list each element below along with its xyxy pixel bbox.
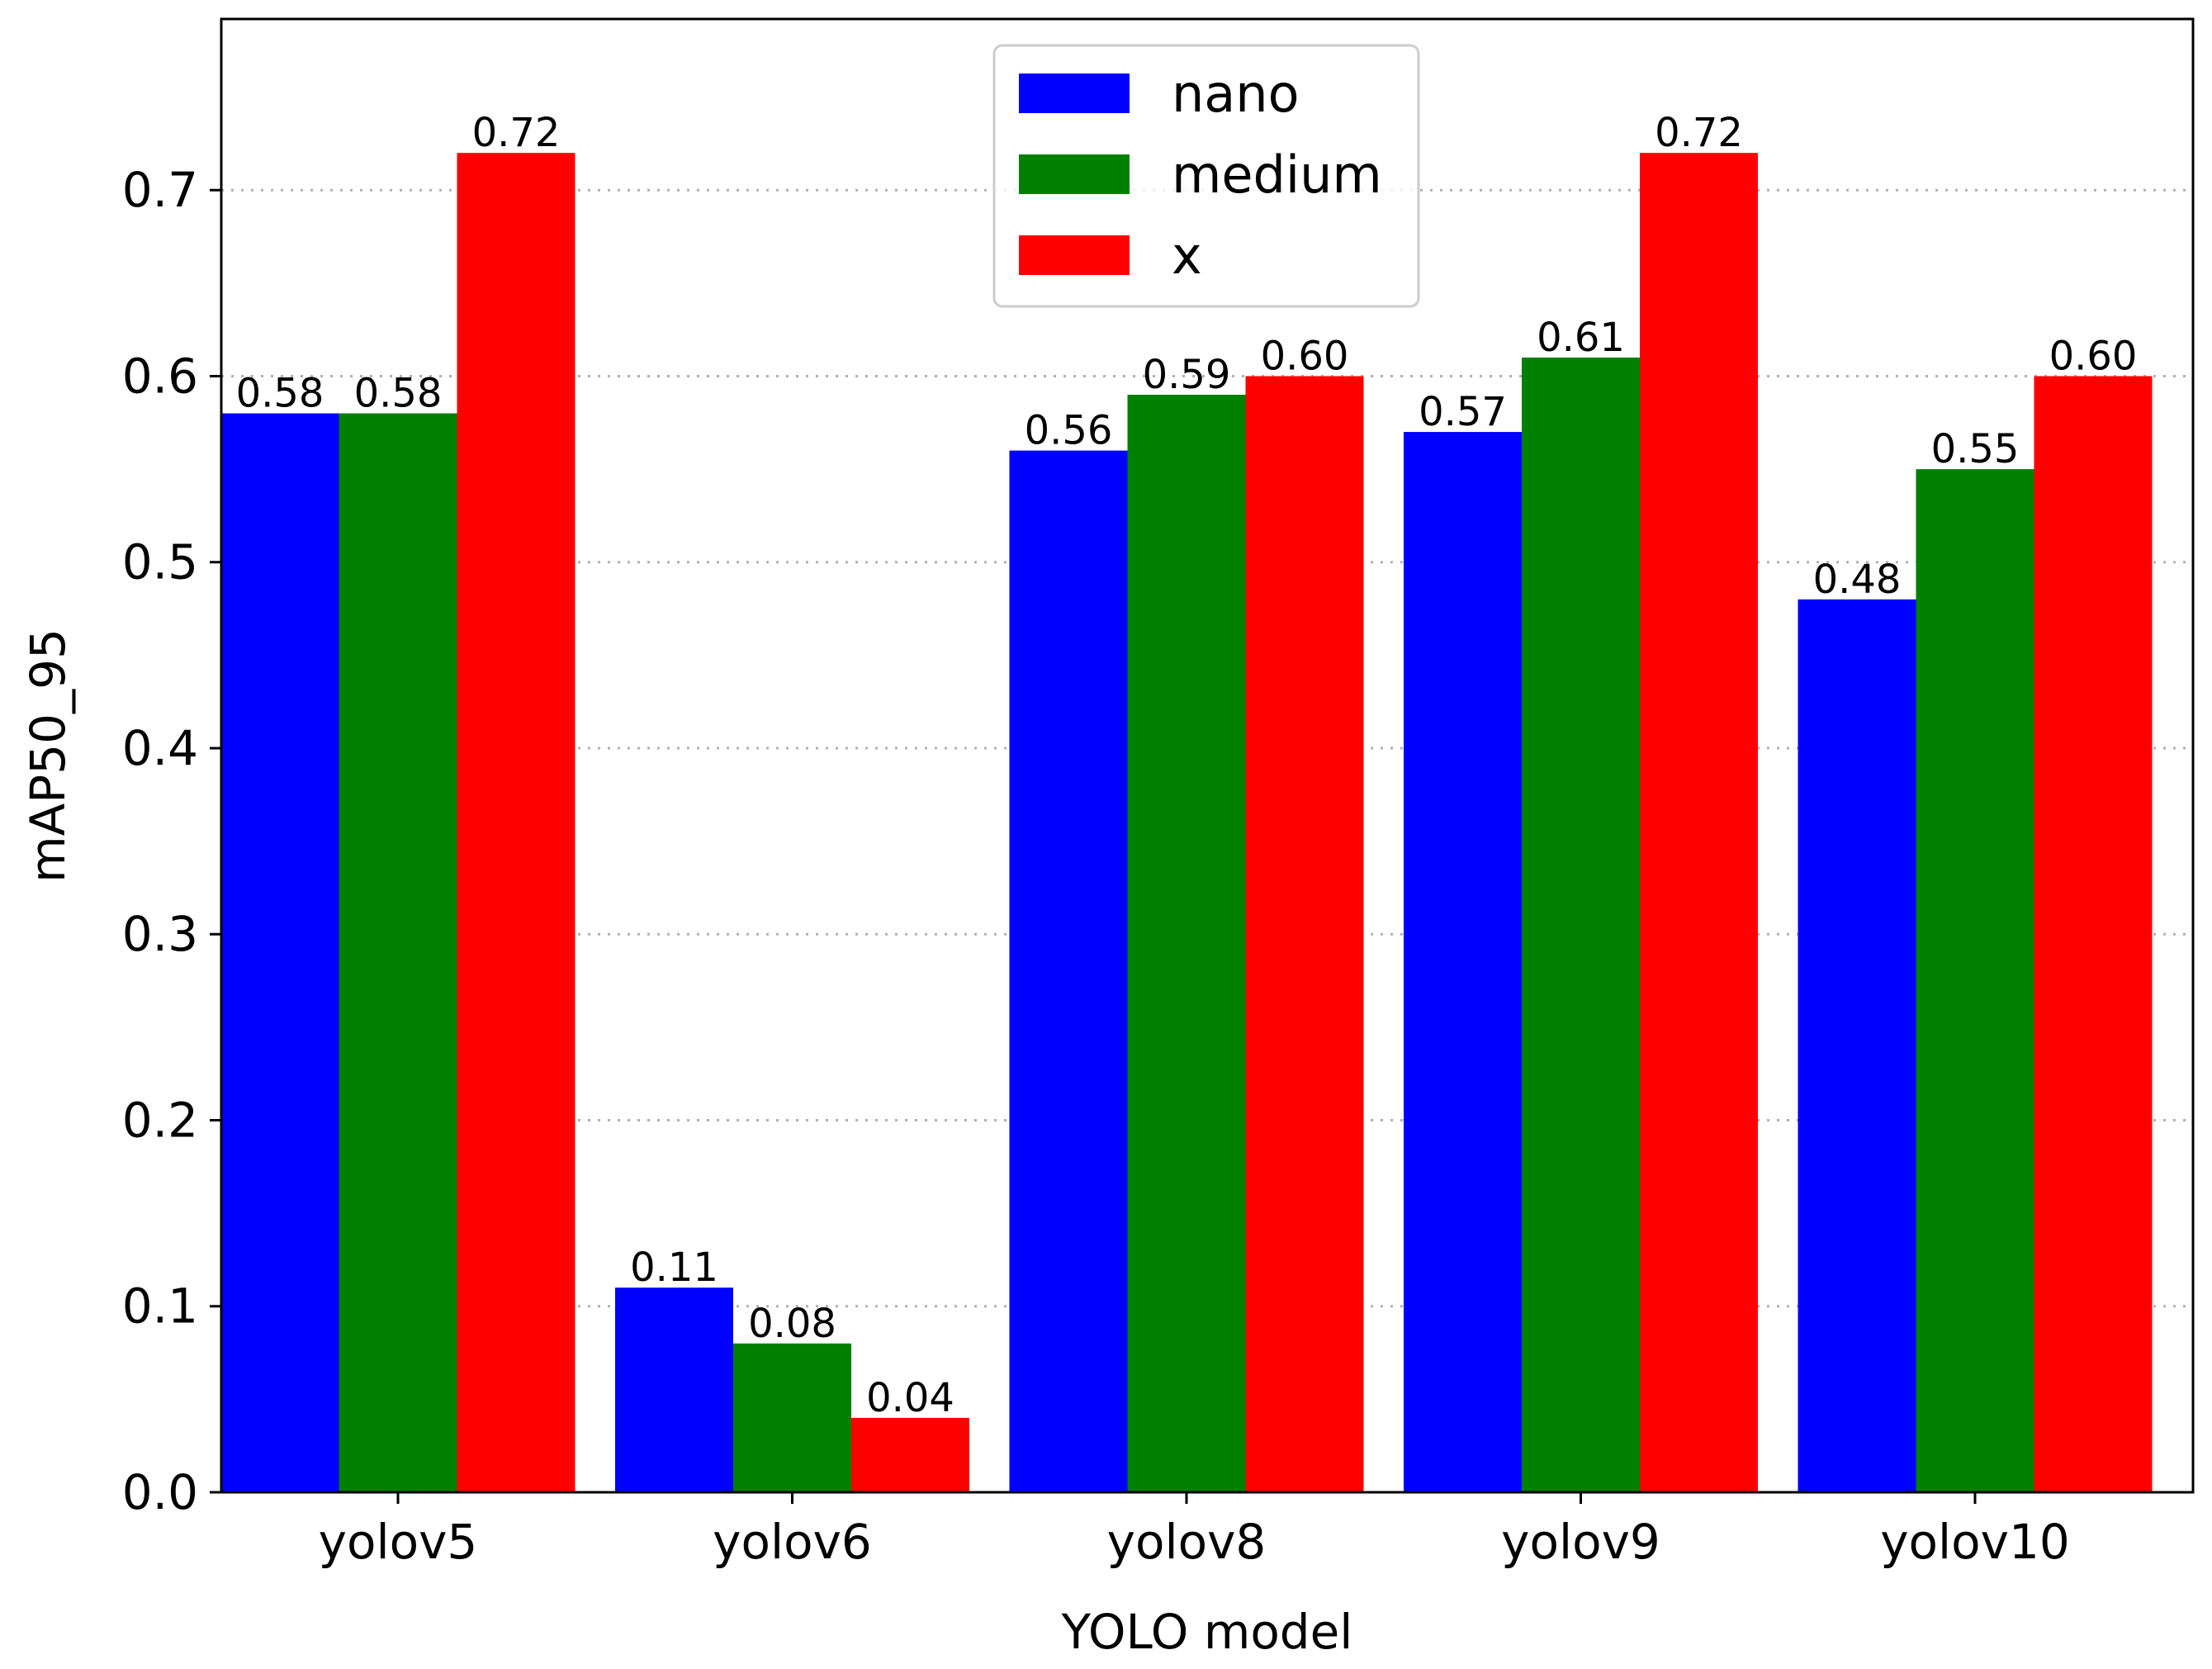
x-tick-label-yolov5: yolov5	[319, 1514, 478, 1570]
bar-label-medium-yolov10: 0.55	[1931, 426, 2020, 472]
bar-nano-yolov9	[1404, 432, 1522, 1493]
bar-label-x-yolov9: 0.72	[1655, 110, 1743, 156]
y-tick-label: 0.4	[122, 720, 198, 776]
bar-label-x-yolov8: 0.60	[1261, 333, 1349, 379]
x-axis-title: YOLO model	[1061, 1604, 1353, 1660]
y-tick-label: 0.1	[122, 1278, 198, 1335]
bar-label-medium-yolov8: 0.59	[1143, 352, 1231, 398]
y-tick-label: 0.2	[122, 1092, 198, 1148]
bar-value-labels: 0.58 0.58 0.72 0.11 0.08 0.04 0.56 0.59 0.60 0.57…	[236, 110, 2138, 1421]
bars	[220, 153, 2153, 1493]
bar-label-x-yolov6: 0.04	[866, 1375, 954, 1421]
bar-nano-yolov6	[615, 1287, 733, 1492]
legend-label-medium: medium	[1172, 145, 1382, 205]
legend: nano medium x	[992, 44, 1420, 308]
bar-x-yolov8	[1245, 376, 1364, 1492]
bar-x-yolov5	[457, 153, 575, 1492]
bar-label-nano-yolov5: 0.58	[236, 371, 324, 417]
x-tick-label-yolov9: yolov9	[1501, 1514, 1660, 1570]
bar-medium-yolov9	[1522, 357, 1640, 1492]
bar-nano-yolov5	[220, 413, 339, 1492]
bar-label-medium-yolov9: 0.61	[1537, 315, 1625, 361]
bar-label-medium-yolov5: 0.58	[354, 371, 443, 417]
bar-medium-yolov8	[1127, 395, 1246, 1492]
x-tick-label-yolov8: yolov8	[1107, 1514, 1267, 1570]
y-tick-label: 0.7	[122, 162, 198, 218]
bar-x-yolov6	[851, 1417, 969, 1492]
bar-nano-yolov10	[1798, 599, 1916, 1493]
bar-label-nano-yolov10: 0.48	[1813, 557, 1902, 603]
bar-x-yolov9	[1640, 153, 1758, 1492]
legend-swatch-nano	[1019, 73, 1130, 113]
x-axis-ticks: yolov5 yolov6 yolov8 yolov9 yolov10	[319, 1492, 2070, 1570]
bar-label-medium-yolov6: 0.08	[748, 1301, 836, 1347]
y-tick-label: 0.0	[122, 1464, 198, 1520]
legend-label-nano: nano	[1172, 64, 1300, 124]
bar-label-nano-yolov9: 0.57	[1419, 389, 1507, 435]
legend-swatch-medium	[1019, 154, 1130, 194]
bar-medium-yolov10	[1916, 469, 2034, 1492]
bar-label-x-yolov5: 0.72	[472, 110, 561, 156]
legend-label-x: x	[1172, 225, 1202, 286]
x-tick-label-yolov10: yolov10	[1880, 1514, 2070, 1570]
y-tick-label: 0.5	[122, 534, 198, 590]
axes-frame	[220, 17, 2195, 1494]
bar-nano-yolov8	[1009, 450, 1128, 1492]
y-axis-ticks: 0.0 0.1 0.2 0.3 0.4 0.5 0.6 0.7	[122, 162, 221, 1520]
legend-items: nano medium x	[1019, 64, 1382, 286]
x-tick-label-yolov6: yolov6	[713, 1514, 872, 1570]
bar-medium-yolov5	[339, 413, 457, 1492]
bar-medium-yolov6	[733, 1343, 851, 1492]
bar-label-nano-yolov6: 0.11	[630, 1245, 718, 1291]
bar-x-yolov10	[2034, 376, 2153, 1492]
legend-swatch-x	[1019, 235, 1130, 275]
y-axis-title: mAP50_95	[20, 628, 76, 883]
bar-label-x-yolov10: 0.60	[2049, 333, 2138, 379]
y-tick-label: 0.6	[122, 348, 198, 404]
y-tick-label: 0.3	[122, 906, 198, 962]
bar-label-nano-yolov8: 0.56	[1025, 408, 1113, 454]
